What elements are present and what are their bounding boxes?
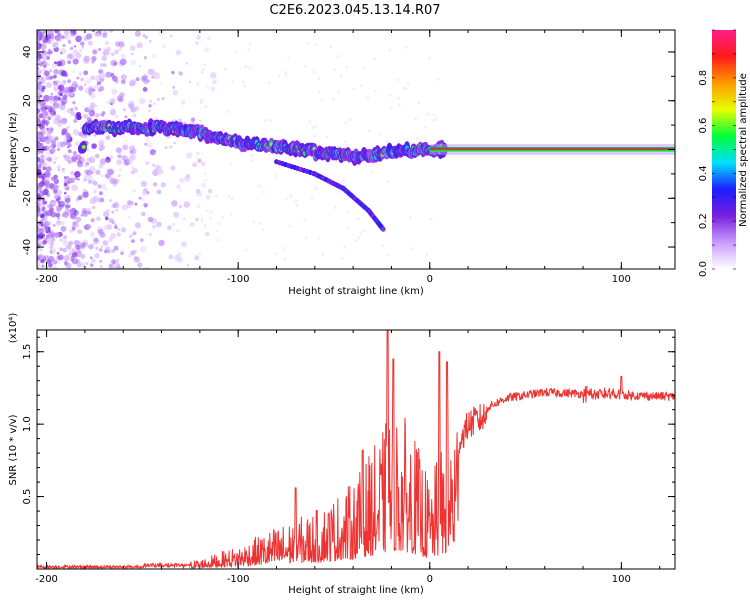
snr-panel: -200 -100 0 100 0.5 1.0 1.5 Height of straigh… <box>8 313 676 596</box>
spectrogram-frame <box>36 29 676 270</box>
colorbar-tick-label: 0.8 <box>698 70 709 86</box>
x-tick-label: -100 <box>227 574 250 585</box>
heatmap-ridge <box>77 118 675 232</box>
figure-title: C2E6.2023.045.13.14.R07 <box>269 3 440 18</box>
snr-frame <box>36 329 676 570</box>
x-tick-label: 0 <box>427 274 433 285</box>
x-tick-label: -200 <box>35 274 58 285</box>
y-tick-label: 1.5 <box>22 344 33 360</box>
y-tick-label: -40 <box>22 239 33 255</box>
y-tick-label: -20 <box>22 190 33 206</box>
bottom-y-axis-label: SNR (10 * v/v) <box>8 414 19 485</box>
snr-series-line <box>37 330 675 569</box>
colorbar-tick-label: 0.0 <box>698 261 709 277</box>
colorbar-tick-label: 0.4 <box>698 165 709 181</box>
top-y-ticks: -40 -20 0 20 40 <box>22 46 675 255</box>
x-tick-label: -200 <box>35 574 58 585</box>
y-tick-label: 40 <box>22 46 33 59</box>
bottom-x-axis-label: Height of straight line (km) <box>288 585 424 596</box>
colorbar-tick-label: 0.2 <box>698 213 709 229</box>
y-tick-label: 0 <box>22 146 33 152</box>
y-tick-label: 0.5 <box>22 489 33 505</box>
top-y-axis-label: Frequency (Hz) <box>8 112 19 188</box>
x-tick-label: 100 <box>612 574 631 585</box>
x-tick-label: 0 <box>427 574 433 585</box>
colorbar-label: Normalized spectral amplitude <box>738 73 749 227</box>
x-tick-label: -100 <box>227 274 250 285</box>
colorbar-gradient <box>712 30 736 269</box>
y-scale-factor: (x10⁴) <box>8 313 19 344</box>
x-tick-label: 100 <box>612 274 631 285</box>
y-tick-label: 1.0 <box>22 416 33 432</box>
colorbar-tick-label: 0.6 <box>698 118 709 134</box>
top-x-ticks: -200 -100 0 100 <box>35 30 661 285</box>
top-x-axis-label: Height of straight line (km) <box>288 286 424 297</box>
colorbar-ticks: 0.0 0.2 0.4 0.6 0.8 <box>698 29 736 277</box>
colorbar: 0.0 0.2 0.4 0.6 0.8 Normalized spectral ampl… <box>698 29 749 277</box>
y-tick-label: 20 <box>22 94 33 107</box>
